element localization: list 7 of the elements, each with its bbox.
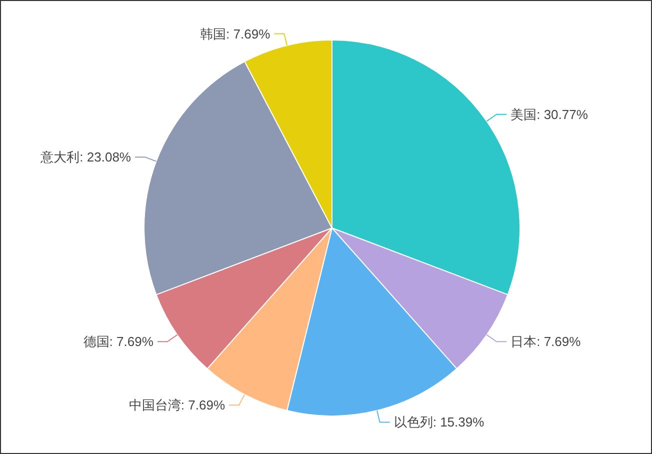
slice-label: 意大利: 23.08% xyxy=(40,150,132,165)
slice-label: 以色列: 15.39% xyxy=(394,414,485,430)
slice-label: 美国: 30.77% xyxy=(510,106,588,122)
slice-label: 韩国: 7.69% xyxy=(200,26,271,42)
slice-label: 中国台湾: 7.69% xyxy=(128,398,226,413)
slice-label: 德国: 7.69% xyxy=(83,334,154,350)
slice-label: 日本: 7.69% xyxy=(510,334,582,350)
